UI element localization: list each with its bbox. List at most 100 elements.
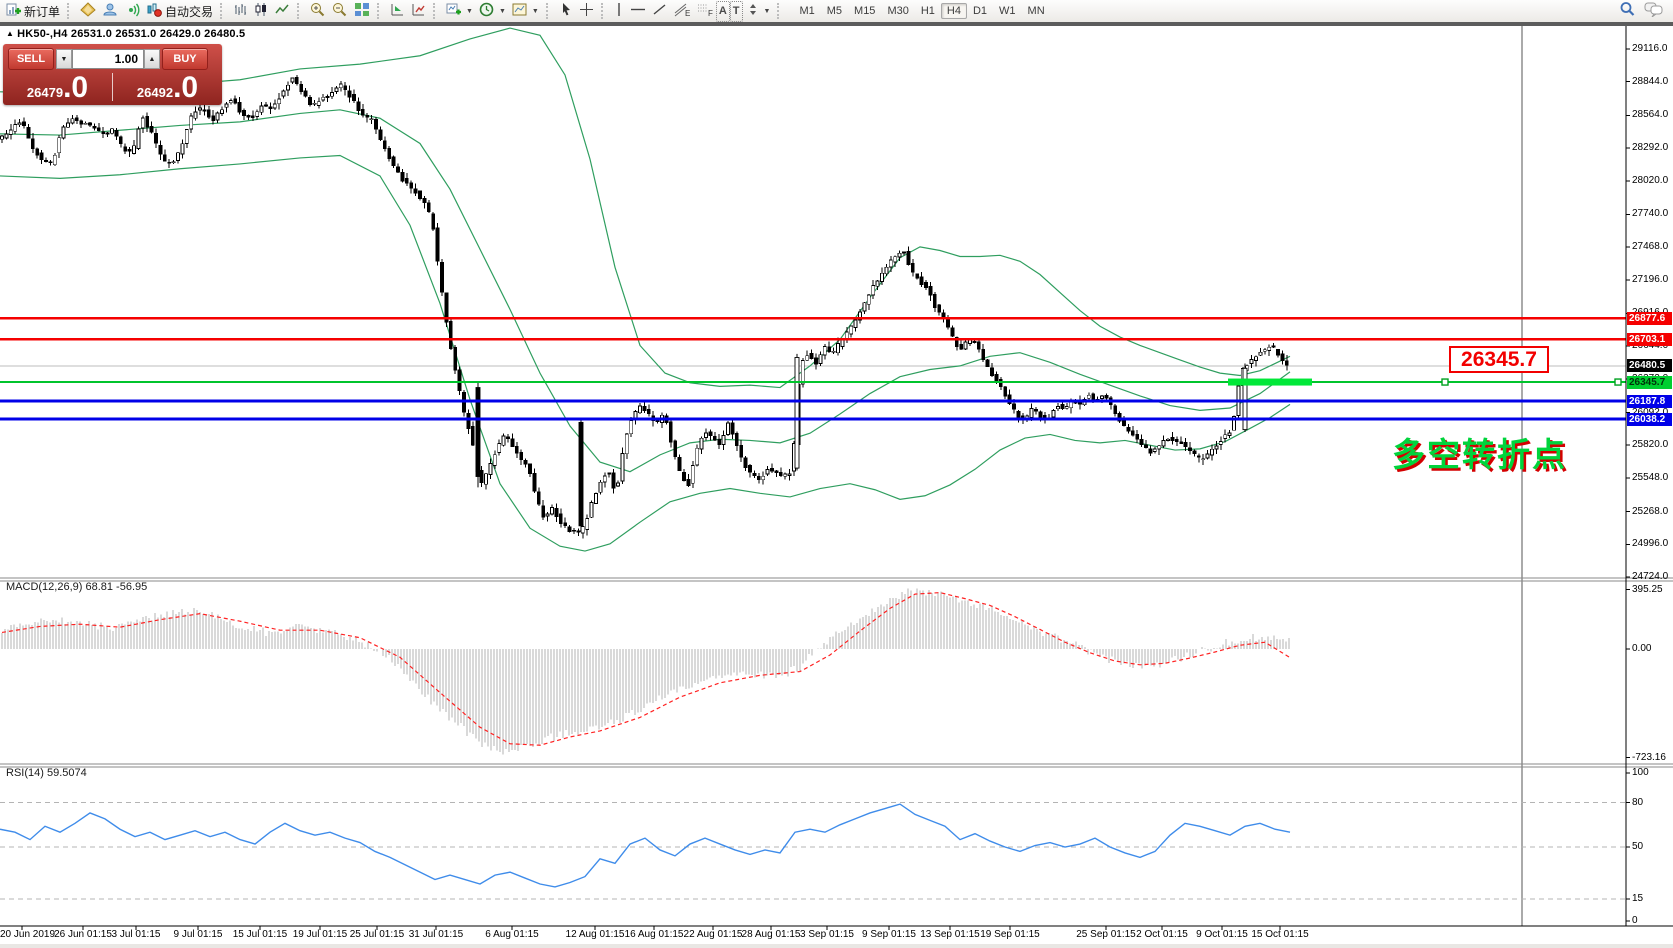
price-tick-label: 24724.0 (1632, 571, 1669, 582)
sell-price-fraction: .0 (63, 71, 89, 104)
sell-price[interactable]: 26479 .0 (3, 70, 112, 104)
crosshair-tool-button[interactable] (576, 2, 597, 21)
buy-button[interactable]: BUY (162, 48, 208, 70)
buy-price[interactable]: 26492 .0 (113, 70, 222, 104)
template-button[interactable]: ▼ (509, 2, 542, 21)
macd-tick-label: 395.25 (1632, 583, 1663, 595)
timeframe-W1[interactable]: W1 (999, 5, 1016, 17)
channel-icon: F (696, 2, 713, 20)
vertical-line-tool[interactable] (611, 2, 627, 21)
time-axis-label: 22 Aug 01:15 (683, 929, 743, 940)
fibonacci-tool[interactable]: E (670, 2, 693, 21)
time-axis-label: 25 Jul 01:15 (349, 929, 405, 940)
new-chart-button[interactable]: ▼ (443, 2, 476, 21)
toolbar-grip (377, 3, 383, 19)
autotrade-button[interactable]: 自动交易 (143, 2, 216, 21)
chat-icon[interactable] (1644, 1, 1664, 22)
price-tick-label: 26092.0 (1632, 407, 1668, 418)
timeframe-D1[interactable]: D1 (972, 5, 988, 17)
time-axis-label: 20 Jun 2019 (0, 929, 56, 940)
timeframe-M30[interactable]: M30 (887, 5, 909, 17)
price-tick-label: 29116.0 (1632, 43, 1668, 54)
toolbar: 新订单 自动交易 (0, 0, 1673, 22)
price-tag: 26038.2 (1627, 412, 1672, 426)
dropdown-caret: ▼ (466, 7, 473, 15)
trendline-tool[interactable] (649, 2, 670, 21)
timeframe-M1[interactable]: M1 (799, 5, 815, 17)
autotrade-icon (146, 2, 162, 20)
community-button[interactable] (99, 2, 121, 21)
collapse-icon[interactable]: ▲ (6, 29, 15, 38)
time-axis-label: 3 Sep 01:15 (800, 929, 854, 940)
label-tool[interactable]: T (729, 0, 743, 22)
shapes-icon (746, 2, 760, 20)
rsi-tick-label: 80 (1632, 796, 1644, 808)
cursor-icon (559, 2, 573, 20)
candlestick-icon (254, 2, 269, 20)
rsi-tick-label: 100 (1632, 767, 1649, 778)
dropdown-caret: ▼ (531, 7, 539, 15)
window-bottom-strip (0, 944, 1673, 948)
volume-down-button[interactable]: ▼ (56, 49, 72, 69)
tile-windows-icon (354, 2, 370, 20)
new-order-label: 新订单 (24, 4, 61, 19)
symbol-period-label: HK50-,H4 (17, 28, 68, 40)
horizontal-line-tool[interactable] (627, 2, 649, 21)
cursor-tool-button[interactable] (556, 2, 576, 21)
indicator-window-alt-button[interactable] (408, 2, 429, 21)
shapes-tool[interactable]: ▼ (743, 2, 774, 21)
channel-tool[interactable]: F (693, 2, 716, 21)
text-tool-icon: A (718, 5, 727, 17)
volume-up-button[interactable]: ▲ (144, 49, 160, 69)
volume-input[interactable] (72, 49, 144, 69)
candlestick-button[interactable] (251, 2, 272, 21)
sell-button[interactable]: SELL (8, 48, 54, 70)
bar-chart-button[interactable] (230, 2, 251, 21)
svg-text:E: E (685, 9, 690, 17)
price-tick-label: 25820.0 (1632, 439, 1669, 451)
zoom-in-icon (310, 2, 326, 20)
time-axis-label: 12 Aug 01:15 (565, 929, 625, 940)
macd-indicator-label: MACD(12,26,9) 68.81 -56.95 (6, 581, 148, 593)
text-tool[interactable]: A (715, 0, 730, 22)
line-chart-button[interactable] (272, 2, 293, 21)
price-tick-label: 28844.0 (1632, 75, 1669, 87)
zoom-out-button[interactable] (329, 2, 351, 21)
timeframe-H4[interactable]: H4 (940, 3, 967, 19)
timeframe-M5[interactable]: M5 (826, 5, 843, 17)
price-tag: 26480.5 (1627, 359, 1672, 373)
autotrade-label: 自动交易 (165, 4, 214, 19)
zoom-out-icon (332, 2, 348, 20)
indicator-window-button[interactable] (387, 2, 408, 21)
time-axis-label: 6 Aug 01:15 (485, 929, 539, 940)
trendline-icon (652, 2, 667, 20)
price-tag: 26345.7 (1627, 375, 1672, 389)
time-axis-label: 2 Oct 01:15 (1136, 929, 1188, 940)
toolbar-grip (433, 3, 439, 19)
time-axis-label: 19 Jul 01:15 (292, 929, 348, 940)
gold-badge-button[interactable] (77, 2, 99, 21)
price-tick-label: 26644.0 (1632, 340, 1669, 352)
sell-price-whole: 26479 (26, 85, 64, 100)
timeframe-H1[interactable]: H1 (920, 5, 935, 17)
price-level-callout[interactable]: 26345.7 (1449, 346, 1549, 373)
zoom-in-button[interactable] (307, 2, 329, 21)
time-axis-label: 25 Sep 01:15 (1076, 929, 1136, 940)
new-order-button[interactable]: 新订单 (3, 2, 63, 21)
time-axis-label: 26 Jun 01:15 (54, 929, 112, 940)
timeframe-M15[interactable]: M15 (854, 5, 876, 17)
tile-windows-button[interactable] (351, 2, 373, 21)
macd-tick-label: 0.00 (1632, 643, 1652, 654)
period-button[interactable]: ▼ (476, 2, 509, 21)
search-icon[interactable] (1619, 1, 1636, 22)
price-tick-label: 24996.0 (1632, 538, 1669, 550)
signal-button[interactable] (121, 2, 143, 21)
time-axis-label: 15 Jul 01:15 (232, 929, 288, 940)
community-icon (102, 2, 118, 20)
toolbar-edge (0, 22, 1673, 26)
price-tick-label: 27468.0 (1632, 241, 1669, 253)
timeframe-MN[interactable]: MN (1027, 5, 1045, 17)
price-tick-label: 27740.0 (1632, 208, 1669, 220)
indicator-window-alt-icon (411, 2, 426, 20)
